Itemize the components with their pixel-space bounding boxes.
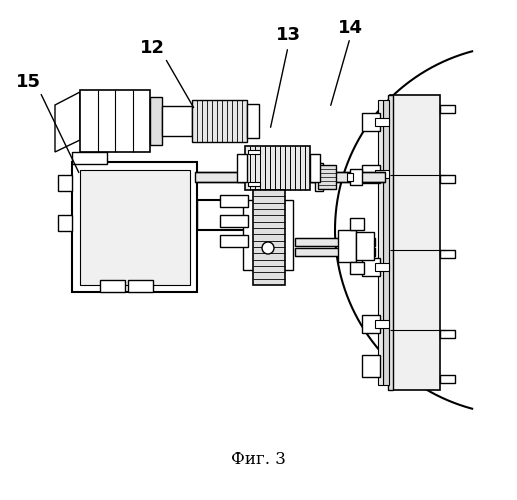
Bar (378, 100, 383, 385)
Bar (58, 175, 72, 191)
Bar (362, 165, 380, 183)
Bar (80, 90, 150, 152)
Bar (295, 238, 375, 246)
Bar (80, 170, 190, 285)
Bar (128, 280, 153, 292)
Text: 13: 13 (276, 26, 300, 44)
Bar (195, 172, 385, 182)
Bar (350, 262, 364, 274)
Bar (362, 355, 380, 377)
Bar (243, 200, 293, 270)
Bar (362, 258, 380, 276)
Text: 14: 14 (338, 19, 362, 37)
Bar (295, 248, 375, 256)
Bar (248, 150, 260, 154)
Polygon shape (55, 92, 80, 152)
Text: Фиг. 3: Фиг. 3 (231, 452, 285, 468)
Bar (100, 280, 125, 292)
Bar (150, 97, 162, 145)
Bar (440, 250, 455, 258)
Circle shape (262, 242, 274, 254)
Bar (375, 263, 389, 271)
Bar (248, 182, 260, 186)
Bar (247, 104, 259, 138)
Bar (375, 170, 389, 178)
Bar (220, 235, 248, 247)
Bar (58, 215, 72, 231)
Bar (237, 154, 247, 182)
Bar (255, 168, 295, 186)
Bar (350, 218, 364, 230)
Bar (220, 195, 248, 207)
Bar (347, 173, 353, 181)
Bar (383, 100, 389, 385)
Bar (72, 152, 107, 164)
Text: 15: 15 (16, 73, 40, 91)
Bar (440, 175, 455, 183)
Bar (318, 165, 336, 189)
Bar (220, 215, 248, 227)
Bar (310, 154, 320, 182)
Bar (245, 146, 310, 190)
Bar (192, 100, 247, 142)
Bar (375, 320, 389, 328)
Bar (440, 105, 455, 113)
Bar (440, 330, 455, 338)
Bar (362, 315, 380, 333)
Bar (356, 232, 374, 260)
Bar (440, 375, 455, 383)
Bar (315, 163, 323, 191)
Bar (388, 95, 393, 390)
Bar (362, 113, 380, 131)
Bar (375, 118, 389, 126)
Bar (390, 95, 440, 390)
Bar (72, 162, 197, 292)
Bar (350, 169, 362, 185)
Bar (338, 230, 356, 262)
Bar (253, 190, 285, 285)
Text: 12: 12 (140, 39, 164, 57)
Bar (162, 106, 192, 136)
